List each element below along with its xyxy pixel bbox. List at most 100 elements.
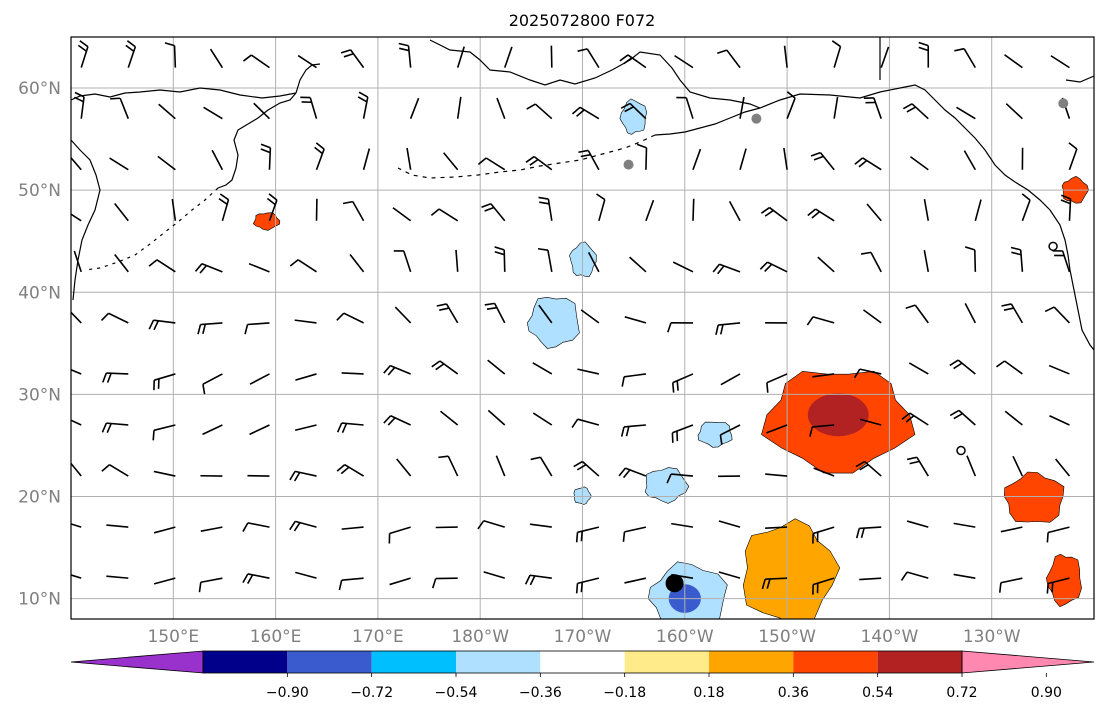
wind-barb xyxy=(728,201,741,222)
wind-barb xyxy=(537,247,553,272)
wind-barb xyxy=(573,460,600,477)
wind-barb xyxy=(577,368,600,375)
wind-barb xyxy=(431,360,459,375)
wind-barb xyxy=(406,147,412,170)
kamchatka-coastline xyxy=(217,63,321,189)
wind-barb xyxy=(1001,303,1024,324)
wind-barb xyxy=(202,424,223,436)
wind-barb xyxy=(923,198,930,221)
wind-barb xyxy=(341,526,364,530)
wind-barb xyxy=(101,464,129,477)
wind-barb xyxy=(813,467,835,477)
wind-barb xyxy=(495,455,506,477)
wind-barb xyxy=(578,149,600,171)
wind-barb xyxy=(455,249,459,272)
wind-barb xyxy=(431,577,458,589)
wind-barb xyxy=(1012,455,1024,477)
wind-barb xyxy=(524,574,552,586)
wind-barb xyxy=(807,208,835,222)
wind-barb xyxy=(77,40,89,68)
wind-barb xyxy=(153,470,176,477)
y-tick-label: 40°N xyxy=(18,283,61,303)
wind-barb xyxy=(956,106,976,120)
wind-barb xyxy=(1004,54,1023,69)
canada-border xyxy=(879,37,1094,83)
wind-barb xyxy=(629,256,647,273)
wind-barb xyxy=(295,571,317,579)
wind-barb xyxy=(575,526,600,543)
wind-barb xyxy=(859,577,882,581)
wind-barb xyxy=(1044,306,1071,324)
shaded-region xyxy=(619,98,648,135)
wind-barb xyxy=(964,302,977,324)
wind-barb xyxy=(571,418,600,428)
asia-coastline xyxy=(71,87,297,301)
wind-barb xyxy=(266,193,278,222)
wind-barb xyxy=(209,48,224,69)
wind-barb xyxy=(998,577,1023,593)
x-tick-label: 170°E xyxy=(352,627,404,647)
wind-barb xyxy=(393,250,412,273)
wind-barb xyxy=(148,259,176,273)
wind-barb xyxy=(906,520,929,528)
map-frame xyxy=(70,36,1095,620)
wind-barb xyxy=(996,360,1023,375)
wind-barb xyxy=(1054,458,1071,477)
wind-barb xyxy=(456,46,465,68)
wind-barb xyxy=(242,573,270,584)
colorbar-segment xyxy=(456,651,541,673)
wind-barb xyxy=(953,573,976,579)
wind-barb xyxy=(1000,526,1023,533)
wind-barb xyxy=(71,574,82,579)
wind-barb xyxy=(974,199,982,221)
wind-barb xyxy=(712,263,741,275)
colorbar-tick-label: −0.90 xyxy=(266,685,309,701)
wind-barb xyxy=(409,97,420,119)
wind-barb xyxy=(783,147,788,170)
wind-barb xyxy=(618,467,647,479)
wind-barb xyxy=(923,250,930,272)
wind-barb xyxy=(487,359,506,375)
wind-barb xyxy=(866,203,882,222)
x-tick-label: 170°W xyxy=(554,627,612,647)
wind-barb xyxy=(342,200,365,222)
wind-barb xyxy=(253,102,271,120)
wind-barb xyxy=(336,422,364,433)
wind-barb xyxy=(666,473,694,484)
wind-barb xyxy=(739,96,745,119)
wind-barb xyxy=(218,193,230,222)
wind-barb xyxy=(1005,103,1023,120)
wind-barb xyxy=(812,373,835,378)
wind-barb xyxy=(812,577,835,595)
wind-barb xyxy=(718,520,741,528)
map-area xyxy=(70,36,1095,620)
y-tick-label: 60°N xyxy=(18,79,61,99)
wind-barb xyxy=(289,470,317,482)
wind-barb xyxy=(114,203,129,222)
station-marker-gray xyxy=(751,113,762,124)
colorbar-tick-label: 0.72 xyxy=(946,685,977,701)
wind-barb xyxy=(918,41,930,68)
wind-barb xyxy=(248,262,270,273)
colorbar-segment xyxy=(624,651,709,673)
wind-barb xyxy=(71,156,82,171)
x-tick-label: 130°W xyxy=(963,627,1021,647)
station-marker-large xyxy=(665,574,684,593)
wind-barb xyxy=(496,97,506,119)
wind-barb xyxy=(249,424,270,436)
wind-barb xyxy=(621,373,647,387)
wind-barb xyxy=(300,96,318,119)
colorbar-segment xyxy=(793,651,878,673)
wind-barb xyxy=(786,91,796,119)
wind-barb xyxy=(484,302,506,324)
wind-barb xyxy=(766,373,788,393)
wind-barb xyxy=(1004,410,1023,426)
wind-barb xyxy=(436,303,459,324)
wind-barb xyxy=(202,373,223,395)
wind-barb xyxy=(109,157,129,171)
colorbar-tick-label: −0.36 xyxy=(519,685,562,701)
wind-barb xyxy=(148,319,176,331)
wind-barb xyxy=(481,202,506,222)
wind-barb xyxy=(538,304,553,324)
wind-barb xyxy=(859,418,882,426)
